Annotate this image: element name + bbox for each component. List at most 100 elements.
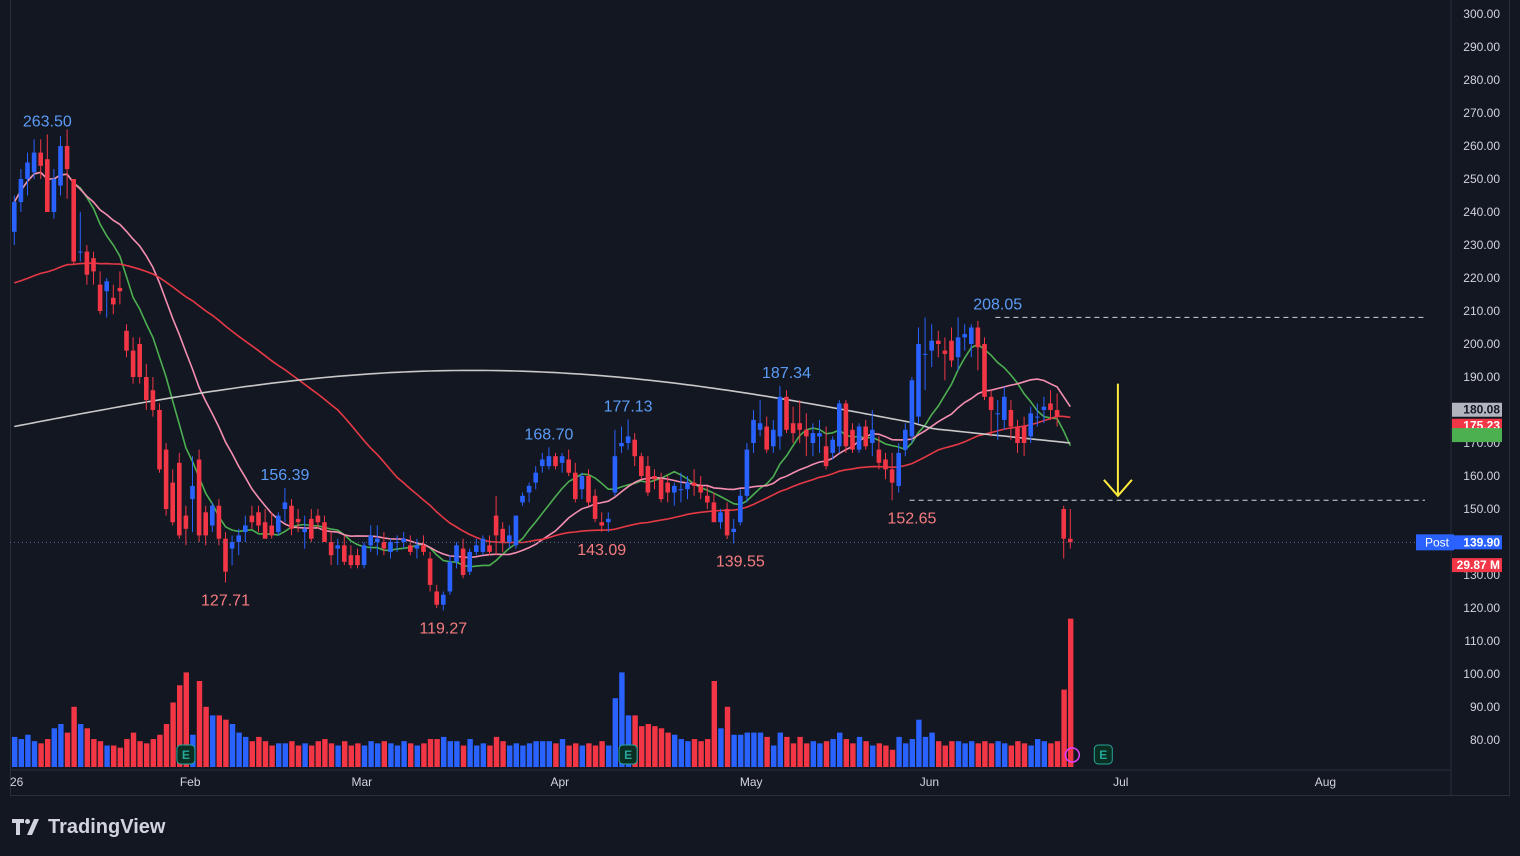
volume-bar [474,745,480,767]
candle-body [427,558,433,585]
candle-body [256,512,261,526]
volume-bar [18,739,24,767]
candles [12,129,1073,611]
next-event-marker [1064,747,1081,763]
volume-bar [731,734,737,767]
price-tick-label: 100.00 [1463,667,1500,681]
volume-bar [771,745,777,767]
volume-bar [526,743,533,767]
candle-body [210,505,215,526]
volume-bar [916,719,922,767]
volume-bar [493,736,500,767]
candle-body [269,525,274,536]
candle-body [757,423,763,430]
chart-frame[interactable] [10,0,1510,796]
candle-body [170,482,175,523]
chart-canvas[interactable]: 263.50 156.39 168.70 177.13 187.34 208.05 127.… [0,0,1520,796]
volume-bar [586,743,592,767]
volume-bar [639,726,645,767]
candle-body [526,485,532,493]
volume-bar [427,739,434,767]
volume-bar [500,741,506,767]
candle-body [493,515,499,536]
candle-body [434,591,439,605]
volume-bar [31,741,38,767]
volume-bar [467,739,473,767]
volume-bar [744,732,750,767]
volume-bar [276,743,282,767]
candle-body [45,159,50,212]
volume-bar [236,732,242,767]
candle-body [177,462,182,536]
candle-body [124,330,129,351]
time-tick-label: May [740,775,763,789]
volume-bar [936,741,942,767]
volume-bar [817,743,823,767]
volume-bar [540,741,546,767]
ma-fast-line [13,171,1072,568]
candle-body [922,353,928,355]
candle-body [262,522,268,539]
time-axis: 26 Feb Mar Apr May Jun Jul Aug [10,769,1451,789]
candle-body [361,545,367,566]
post-tag-edge [1416,534,1420,551]
price-tag-value: 139.90 [1463,535,1500,549]
volume-bar [889,749,896,767]
volume-bar [1028,745,1034,767]
price-tag: 29.87 M [1452,558,1502,573]
volume-bar [229,724,236,767]
post-tag-box [1420,534,1454,551]
volume-bar [460,745,467,767]
earnings-marker-box [1093,744,1113,765]
candle-body [856,426,862,450]
volume-bar [856,736,863,767]
volume-bar [361,745,368,767]
volume-bar [183,672,189,767]
time-tick-label: Jun [920,775,939,789]
candle-body [790,423,796,434]
candle-body [830,439,835,453]
candle-body [229,542,235,549]
candle-body [540,459,545,467]
candle-body [685,482,690,490]
candle-body [157,410,162,470]
time-tick-label: Aug [1315,775,1336,789]
candle-body [955,337,961,358]
candle-body [388,542,393,552]
price-tick-label: 260.00 [1463,139,1500,153]
candle-body [817,433,822,437]
tradingview-logo[interactable]: TradingView [12,816,165,838]
volume-bar [355,743,361,767]
volume-bar [711,681,717,767]
volume-bar [1015,741,1021,767]
candle-body [137,344,142,377]
candle-body [309,518,314,539]
volume-bar [117,747,123,767]
candle-body [368,535,373,546]
volume-bar [606,745,612,767]
volume-bar [652,726,658,767]
volume-bar [705,739,711,767]
volume-bar [1021,743,1028,767]
candle-body [784,396,789,430]
candle-body [487,545,492,552]
volume-bar [375,743,381,767]
volume-bar [751,732,757,767]
candle-body [896,452,901,486]
high-label: 156.39 [260,467,309,484]
price-axis: 300.00 290.00 280.00 270.00 260.00 250.00 240.… [1416,0,1502,796]
ma-slow-line [14,262,1071,544]
volume-bar [441,736,447,767]
candle-body [97,284,103,311]
price-tick-label: 110.00 [1464,634,1500,648]
price-tag-value: 29.87 M [1457,558,1500,572]
candle-body [837,403,842,447]
volume-bar [434,739,440,767]
candle-body [592,495,598,519]
candle-body [1061,509,1066,539]
volume-bar [177,685,183,767]
volume-bar [401,741,407,767]
volume-bar [196,681,203,767]
price-tag: 139.90 Post [1416,534,1502,551]
candle-body [744,449,750,496]
